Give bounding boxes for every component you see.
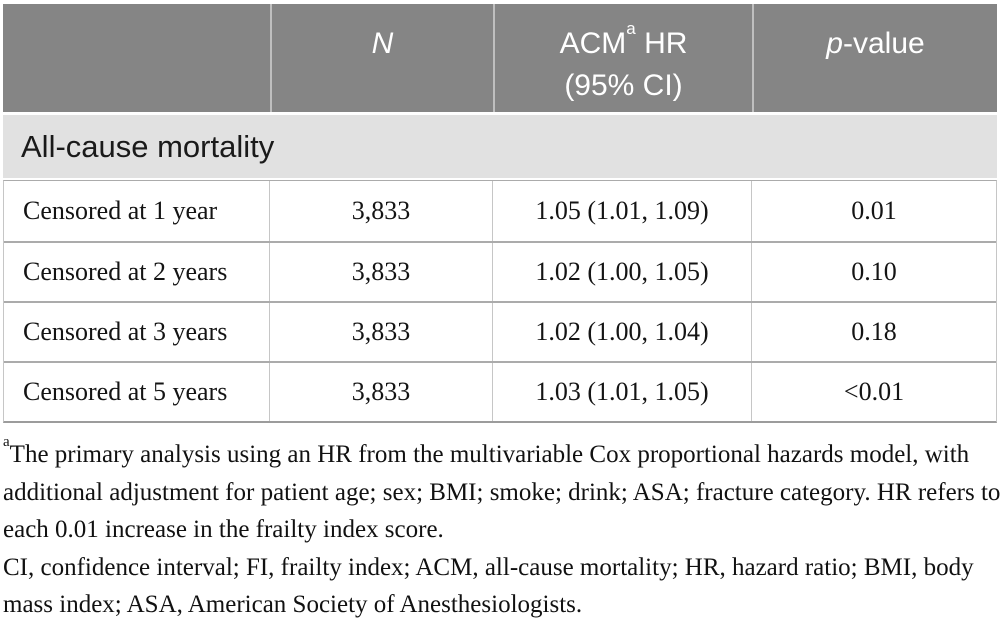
row-n-value: 3,833 <box>269 363 492 421</box>
row-n-value: 3,833 <box>269 303 492 361</box>
header-empty-cell <box>3 4 270 112</box>
row-p-value: 0.01 <box>751 181 996 241</box>
footnote-marker-a: a <box>3 433 10 450</box>
results-table: N ACMa HR (95% CI) p-value All-cause mor… <box>3 4 997 423</box>
row-label: Censored at 1 year <box>23 196 218 225</box>
table-header-row: N ACMa HR (95% CI) p-value <box>3 4 997 112</box>
table-row: Censored at 5 years 3,833 1.03 (1.01, 1.… <box>4 361 996 421</box>
header-col-p-value: p-value <box>752 4 997 112</box>
section-row-all-cause-mortality: All-cause mortality <box>3 115 997 178</box>
row-n-value: 3,833 <box>269 243 492 301</box>
row-n-value: 3,833 <box>269 181 492 241</box>
table-row: Censored at 3 years 3,833 1.02 (1.00, 1.… <box>4 301 996 361</box>
row-hr-value: 1.02 (1.00, 1.05) <box>492 243 751 301</box>
row-p-value: 0.18 <box>751 303 996 361</box>
footnote-abbreviations: CI, confidence interval; FI, frailty ind… <box>3 553 974 619</box>
header-acm-line2: (95% CI) <box>564 69 683 102</box>
footnote-primary-analysis: aThe primary analysis using an HR from t… <box>3 433 1001 549</box>
table-body: Censored at 1 year 3,833 1.05 (1.01, 1.0… <box>3 180 997 423</box>
row-label: Censored at 2 years <box>23 257 228 286</box>
row-hr-value: 1.05 (1.01, 1.09) <box>492 181 751 241</box>
table-row: Censored at 2 years 3,833 1.02 (1.00, 1.… <box>4 241 996 301</box>
table-footnotes: aThe primary analysis using an HR from t… <box>3 433 1001 624</box>
header-acm-line1: ACMa HR <box>559 18 688 61</box>
table-row: Censored at 1 year 3,833 1.05 (1.01, 1.0… <box>4 181 996 241</box>
row-hr-value: 1.03 (1.01, 1.05) <box>492 363 751 421</box>
header-col-n: N <box>270 4 493 112</box>
row-p-value: <0.01 <box>751 363 996 421</box>
footnote-primary-analysis-text: The primary analysis using an HR from th… <box>3 441 1001 543</box>
row-p-value: 0.10 <box>751 243 996 301</box>
header-p-value-label: p-value <box>826 27 925 60</box>
row-label: Censored at 5 years <box>23 377 228 406</box>
header-col-acm-hr: ACMa HR (95% CI) <box>493 4 752 112</box>
header-superscript-a: a <box>626 18 636 38</box>
section-label: All-cause mortality <box>21 128 275 164</box>
row-hr-value: 1.02 (1.00, 1.04) <box>492 303 751 361</box>
row-label: Censored at 3 years <box>23 317 228 346</box>
header-n-label: N <box>371 27 394 60</box>
